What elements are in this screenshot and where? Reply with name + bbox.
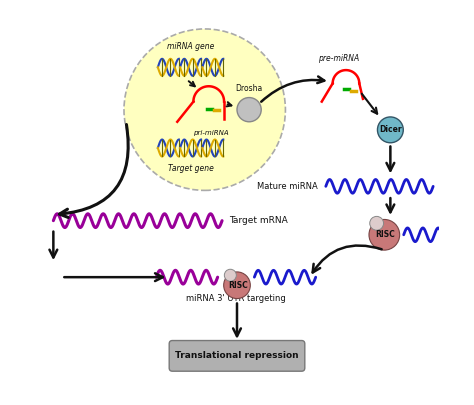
- Circle shape: [224, 272, 250, 298]
- Text: pri-miRNA: pri-miRNA: [193, 130, 228, 136]
- FancyBboxPatch shape: [169, 341, 305, 371]
- Text: Mature miRNA: Mature miRNA: [257, 182, 318, 191]
- Text: miRNA 3' UTR targeting: miRNA 3' UTR targeting: [186, 294, 286, 303]
- Circle shape: [124, 29, 285, 190]
- Circle shape: [369, 220, 400, 250]
- Text: Translational repression: Translational repression: [175, 352, 299, 360]
- Circle shape: [377, 117, 403, 143]
- Circle shape: [224, 269, 237, 281]
- Text: Target gene: Target gene: [168, 164, 213, 173]
- Text: Drosha: Drosha: [236, 84, 263, 93]
- Text: Dicer: Dicer: [379, 126, 401, 134]
- Text: Target mRNA: Target mRNA: [229, 216, 288, 225]
- Text: pre-miRNA: pre-miRNA: [318, 54, 359, 63]
- Text: RISC: RISC: [375, 230, 395, 239]
- Circle shape: [370, 216, 383, 230]
- Text: miRNA gene: miRNA gene: [167, 42, 214, 51]
- Text: RISC: RISC: [228, 281, 248, 290]
- Circle shape: [237, 98, 261, 122]
